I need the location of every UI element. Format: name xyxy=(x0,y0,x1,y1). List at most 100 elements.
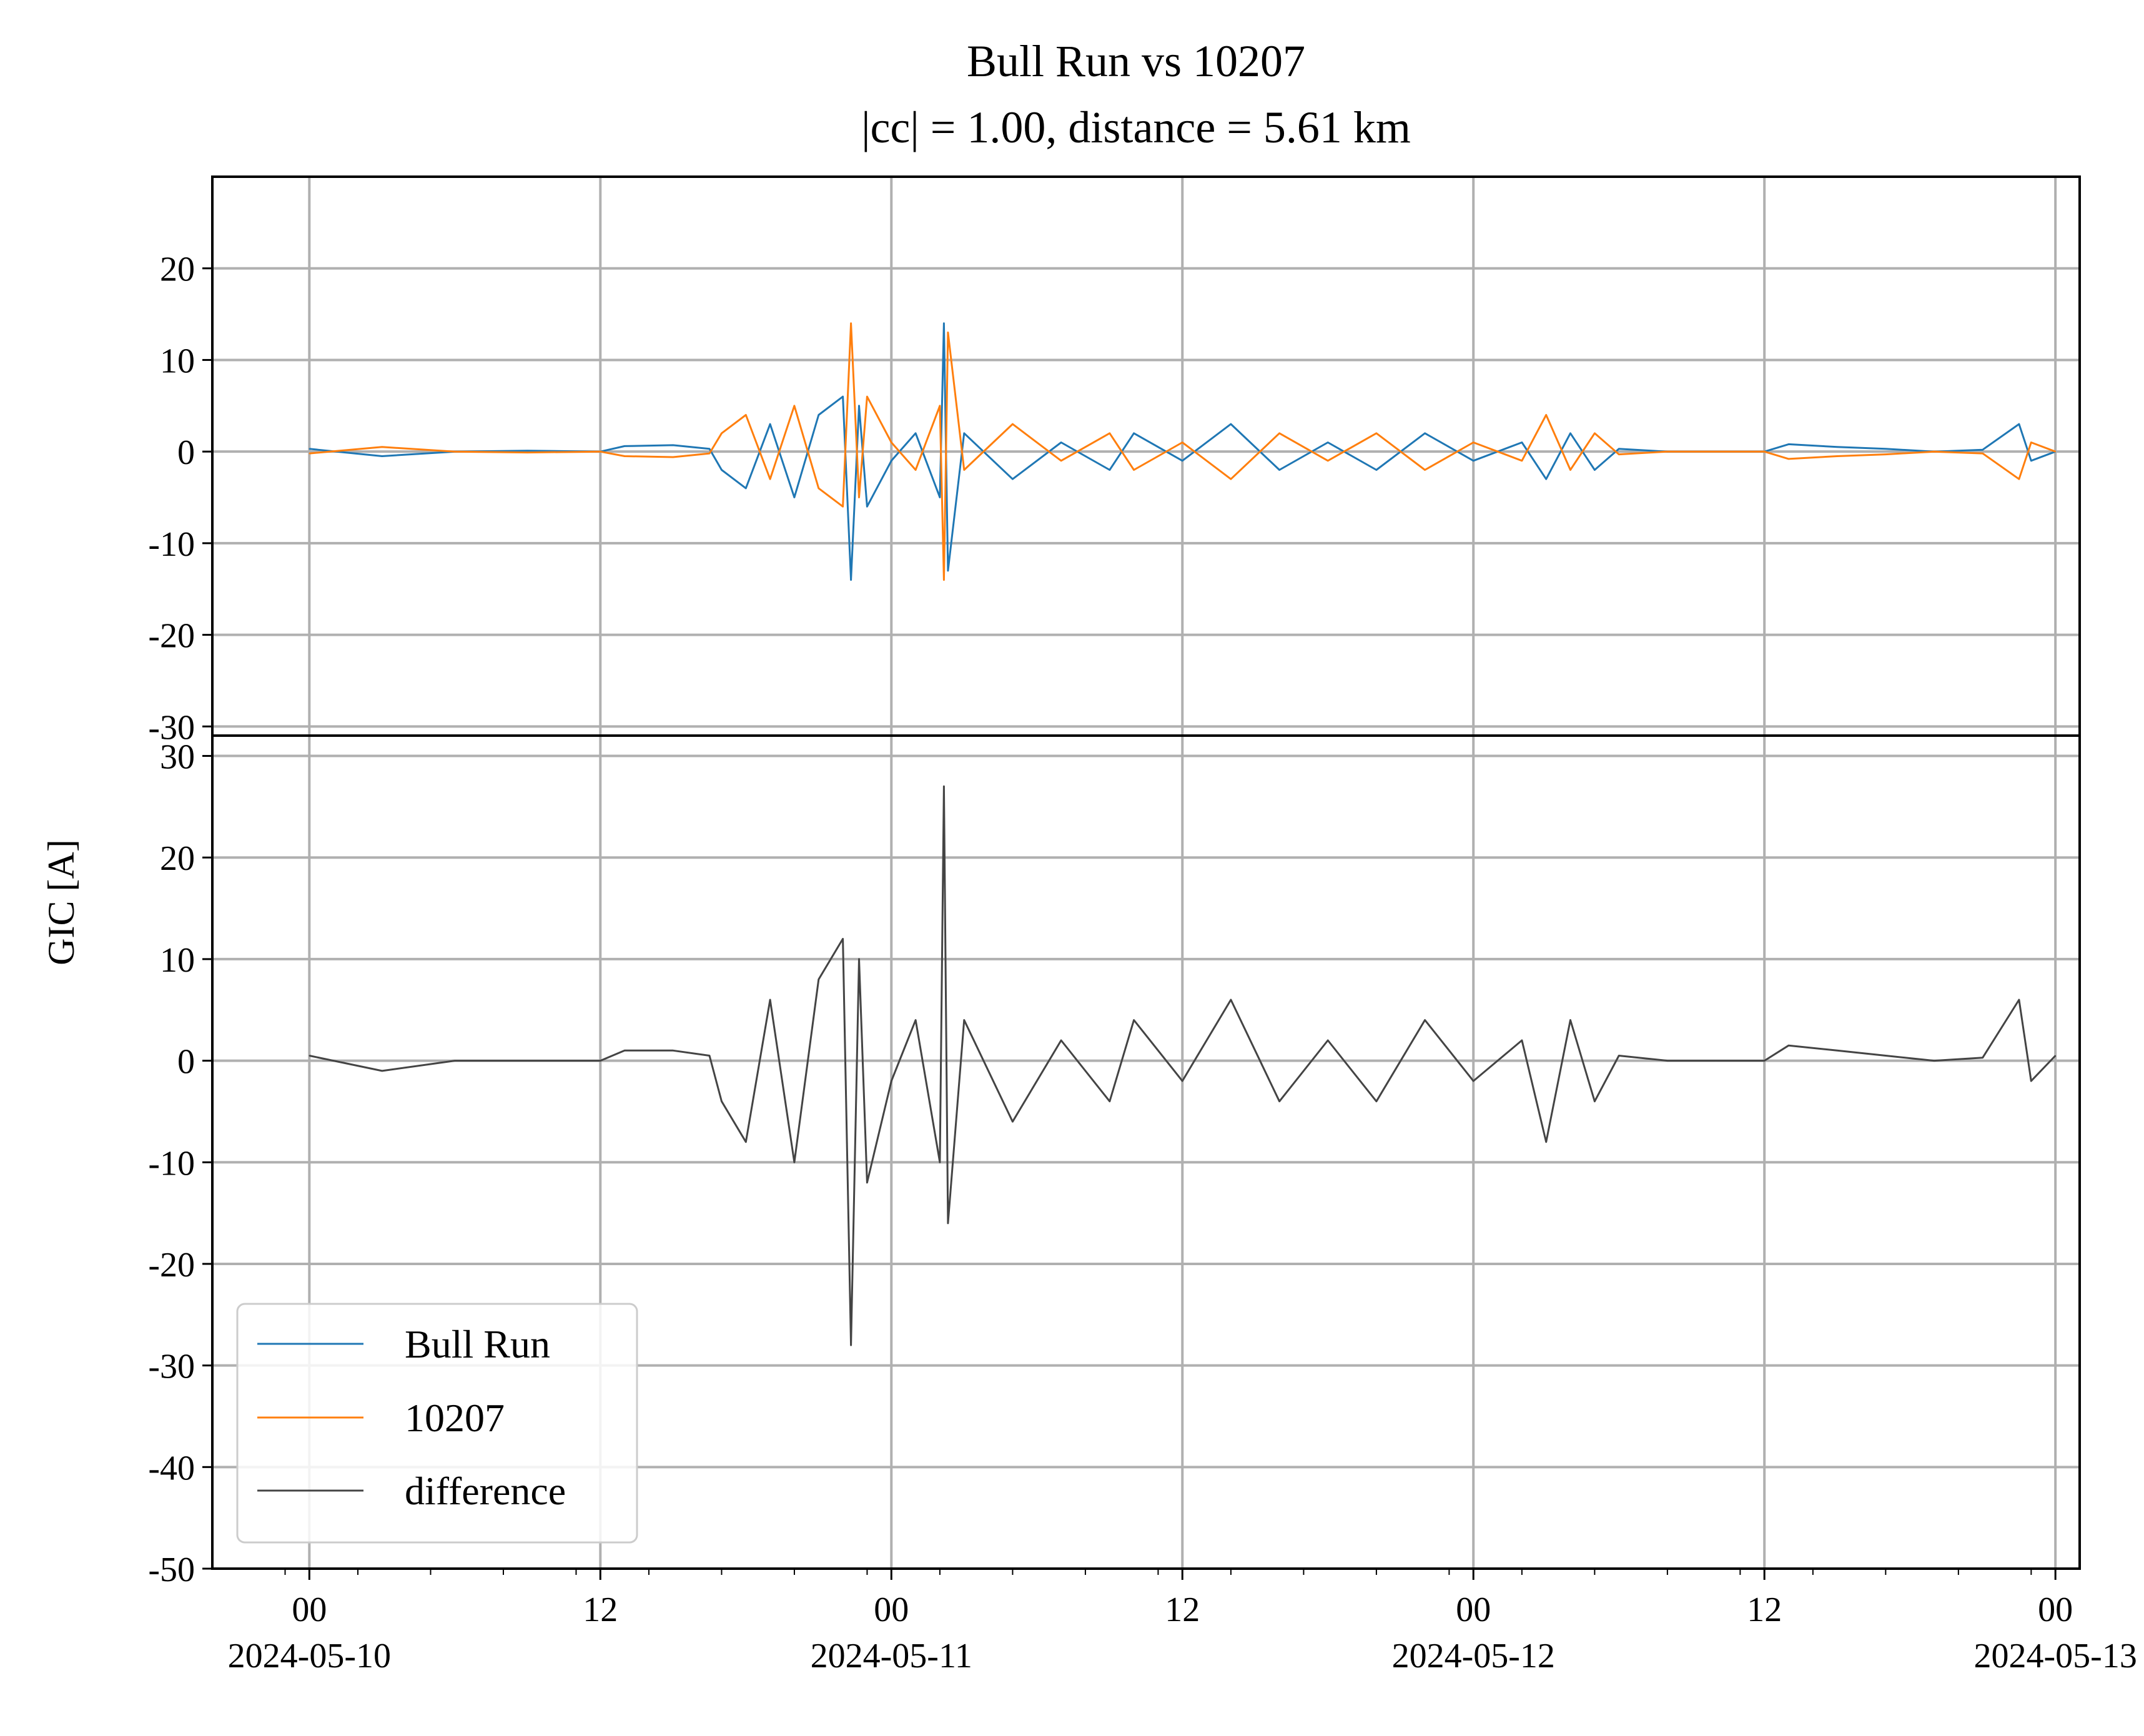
data-point-bull-run xyxy=(1133,433,1135,434)
legend-box xyxy=(236,1303,638,1544)
data-point-difference xyxy=(1885,1055,1887,1057)
x-tick-date-label: 2024-05-10 xyxy=(228,1637,391,1675)
data-point-difference xyxy=(1594,1100,1596,1102)
data-point-difference xyxy=(915,1019,916,1021)
data-point-10207 xyxy=(1182,441,1183,443)
data-point-10207 xyxy=(842,506,844,507)
chart-subtitle: |cc| = 1.00, distance = 5.61 km xyxy=(861,102,1411,152)
data-point-bull-run xyxy=(842,396,844,397)
data-point-bull-run xyxy=(1836,446,1838,448)
data-point-difference xyxy=(1667,1060,1668,1062)
data-point-10207 xyxy=(600,451,601,452)
data-point-bull-run xyxy=(939,496,941,498)
data-point-difference xyxy=(1521,1040,1523,1041)
y-tick-label: -50 xyxy=(148,1551,195,1589)
y-tick-label: -40 xyxy=(148,1449,195,1487)
y-tick-label: 10 xyxy=(160,941,195,980)
data-point-10207 xyxy=(866,396,868,397)
data-point-10207 xyxy=(769,478,771,480)
data-point-bull-run xyxy=(1060,441,1062,443)
data-point-difference xyxy=(1569,1019,1571,1021)
data-point-bull-run xyxy=(1327,441,1328,443)
data-point-10207 xyxy=(527,451,528,453)
data-point-10207 xyxy=(1715,451,1717,452)
x-tick-date-label: 2024-05-12 xyxy=(1392,1637,1555,1675)
data-point-10207 xyxy=(1569,469,1571,471)
data-point-10207 xyxy=(794,405,795,407)
data-point-difference xyxy=(382,1070,383,1072)
data-point-10207 xyxy=(850,323,852,324)
data-point-difference xyxy=(866,1182,868,1183)
data-point-difference xyxy=(454,1060,456,1062)
data-point-10207 xyxy=(1594,433,1596,434)
data-point-10207 xyxy=(1836,455,1838,457)
data-point-bull-run xyxy=(1109,469,1110,471)
data-point-10207 xyxy=(915,469,916,471)
data-point-bull-run xyxy=(947,570,949,571)
x-tick-label: 00 xyxy=(2038,1591,2073,1629)
legend-label-10207: 10207 xyxy=(405,1396,505,1440)
top-panel: 20 10 0 -10 -20 -30 xyxy=(148,175,2081,747)
data-point-difference xyxy=(709,1055,710,1057)
data-point-bull-run xyxy=(858,405,860,407)
series-line-10207 xyxy=(309,322,2056,581)
data-point-difference xyxy=(2018,999,2020,1000)
data-point-bull-run xyxy=(1424,433,1426,434)
data-point-10207 xyxy=(943,579,945,581)
data-point-10207 xyxy=(1982,453,1983,454)
y-tick-label: -10 xyxy=(148,1144,195,1183)
data-point-bull-run xyxy=(1594,469,1596,471)
y-tick-label: 0 xyxy=(177,433,195,472)
data-point-bull-run xyxy=(709,448,710,450)
data-point-10207 xyxy=(1109,433,1110,434)
data-point-10207 xyxy=(1133,469,1135,471)
data-point-difference xyxy=(1133,1019,1135,1021)
x-tick-label: 12 xyxy=(1165,1591,1200,1629)
data-point-10207 xyxy=(818,488,819,489)
data-point-bull-run xyxy=(1982,449,1983,450)
data-point-difference xyxy=(818,979,819,980)
data-point-bull-run xyxy=(1521,441,1523,443)
data-point-difference xyxy=(1715,1060,1717,1062)
data-point-difference xyxy=(1012,1121,1014,1122)
data-point-difference xyxy=(1060,1040,1062,1041)
data-point-difference xyxy=(947,1223,949,1224)
bottom-panel: 30 20 10 0 -10 -20 -30 -40 -50 00 2024-05-10 12 00 20… xyxy=(148,734,2137,1675)
data-point-difference xyxy=(1278,1100,1280,1102)
data-point-10207 xyxy=(1060,460,1062,461)
data-point-10207 xyxy=(1376,433,1377,434)
y-tick-label: -30 xyxy=(148,708,195,747)
data-point-difference xyxy=(1327,1040,1328,1041)
data-point-difference xyxy=(1836,1050,1838,1052)
data-point-difference xyxy=(527,1060,528,1062)
data-point-10207 xyxy=(1424,469,1426,471)
data-point-bull-run xyxy=(382,455,383,457)
x-tick-label: 00 xyxy=(292,1591,327,1629)
data-point-difference xyxy=(794,1161,795,1163)
data-point-difference xyxy=(1376,1100,1377,1102)
data-point-bull-run xyxy=(1278,469,1280,471)
x-tick-date-label: 2024-05-13 xyxy=(1974,1637,2137,1675)
data-point-difference xyxy=(624,1050,625,1052)
y-tick-label: -30 xyxy=(148,1348,195,1386)
data-point-bull-run xyxy=(745,488,747,489)
data-point-bull-run xyxy=(1788,443,1789,445)
data-point-difference xyxy=(600,1060,601,1062)
data-point-difference xyxy=(1788,1045,1789,1046)
data-point-difference xyxy=(842,938,844,940)
data-point-difference xyxy=(1618,1055,1619,1057)
data-point-bull-run xyxy=(2030,460,2032,461)
data-point-bull-run xyxy=(673,445,674,446)
data-point-10207 xyxy=(858,496,860,498)
x-tick-label: 00 xyxy=(1456,1591,1491,1629)
data-point-bull-run xyxy=(1569,433,1571,434)
data-point-10207 xyxy=(1667,451,1668,452)
data-point-10207 xyxy=(721,433,723,434)
axes-frame xyxy=(211,734,2081,1570)
data-point-bull-run xyxy=(1473,460,1474,461)
data-point-bull-run xyxy=(866,506,868,507)
chart-title: Bull Run vs 10207 xyxy=(967,36,1305,86)
x-tick-label: 12 xyxy=(1747,1591,1782,1629)
data-point-bull-run xyxy=(309,448,310,450)
